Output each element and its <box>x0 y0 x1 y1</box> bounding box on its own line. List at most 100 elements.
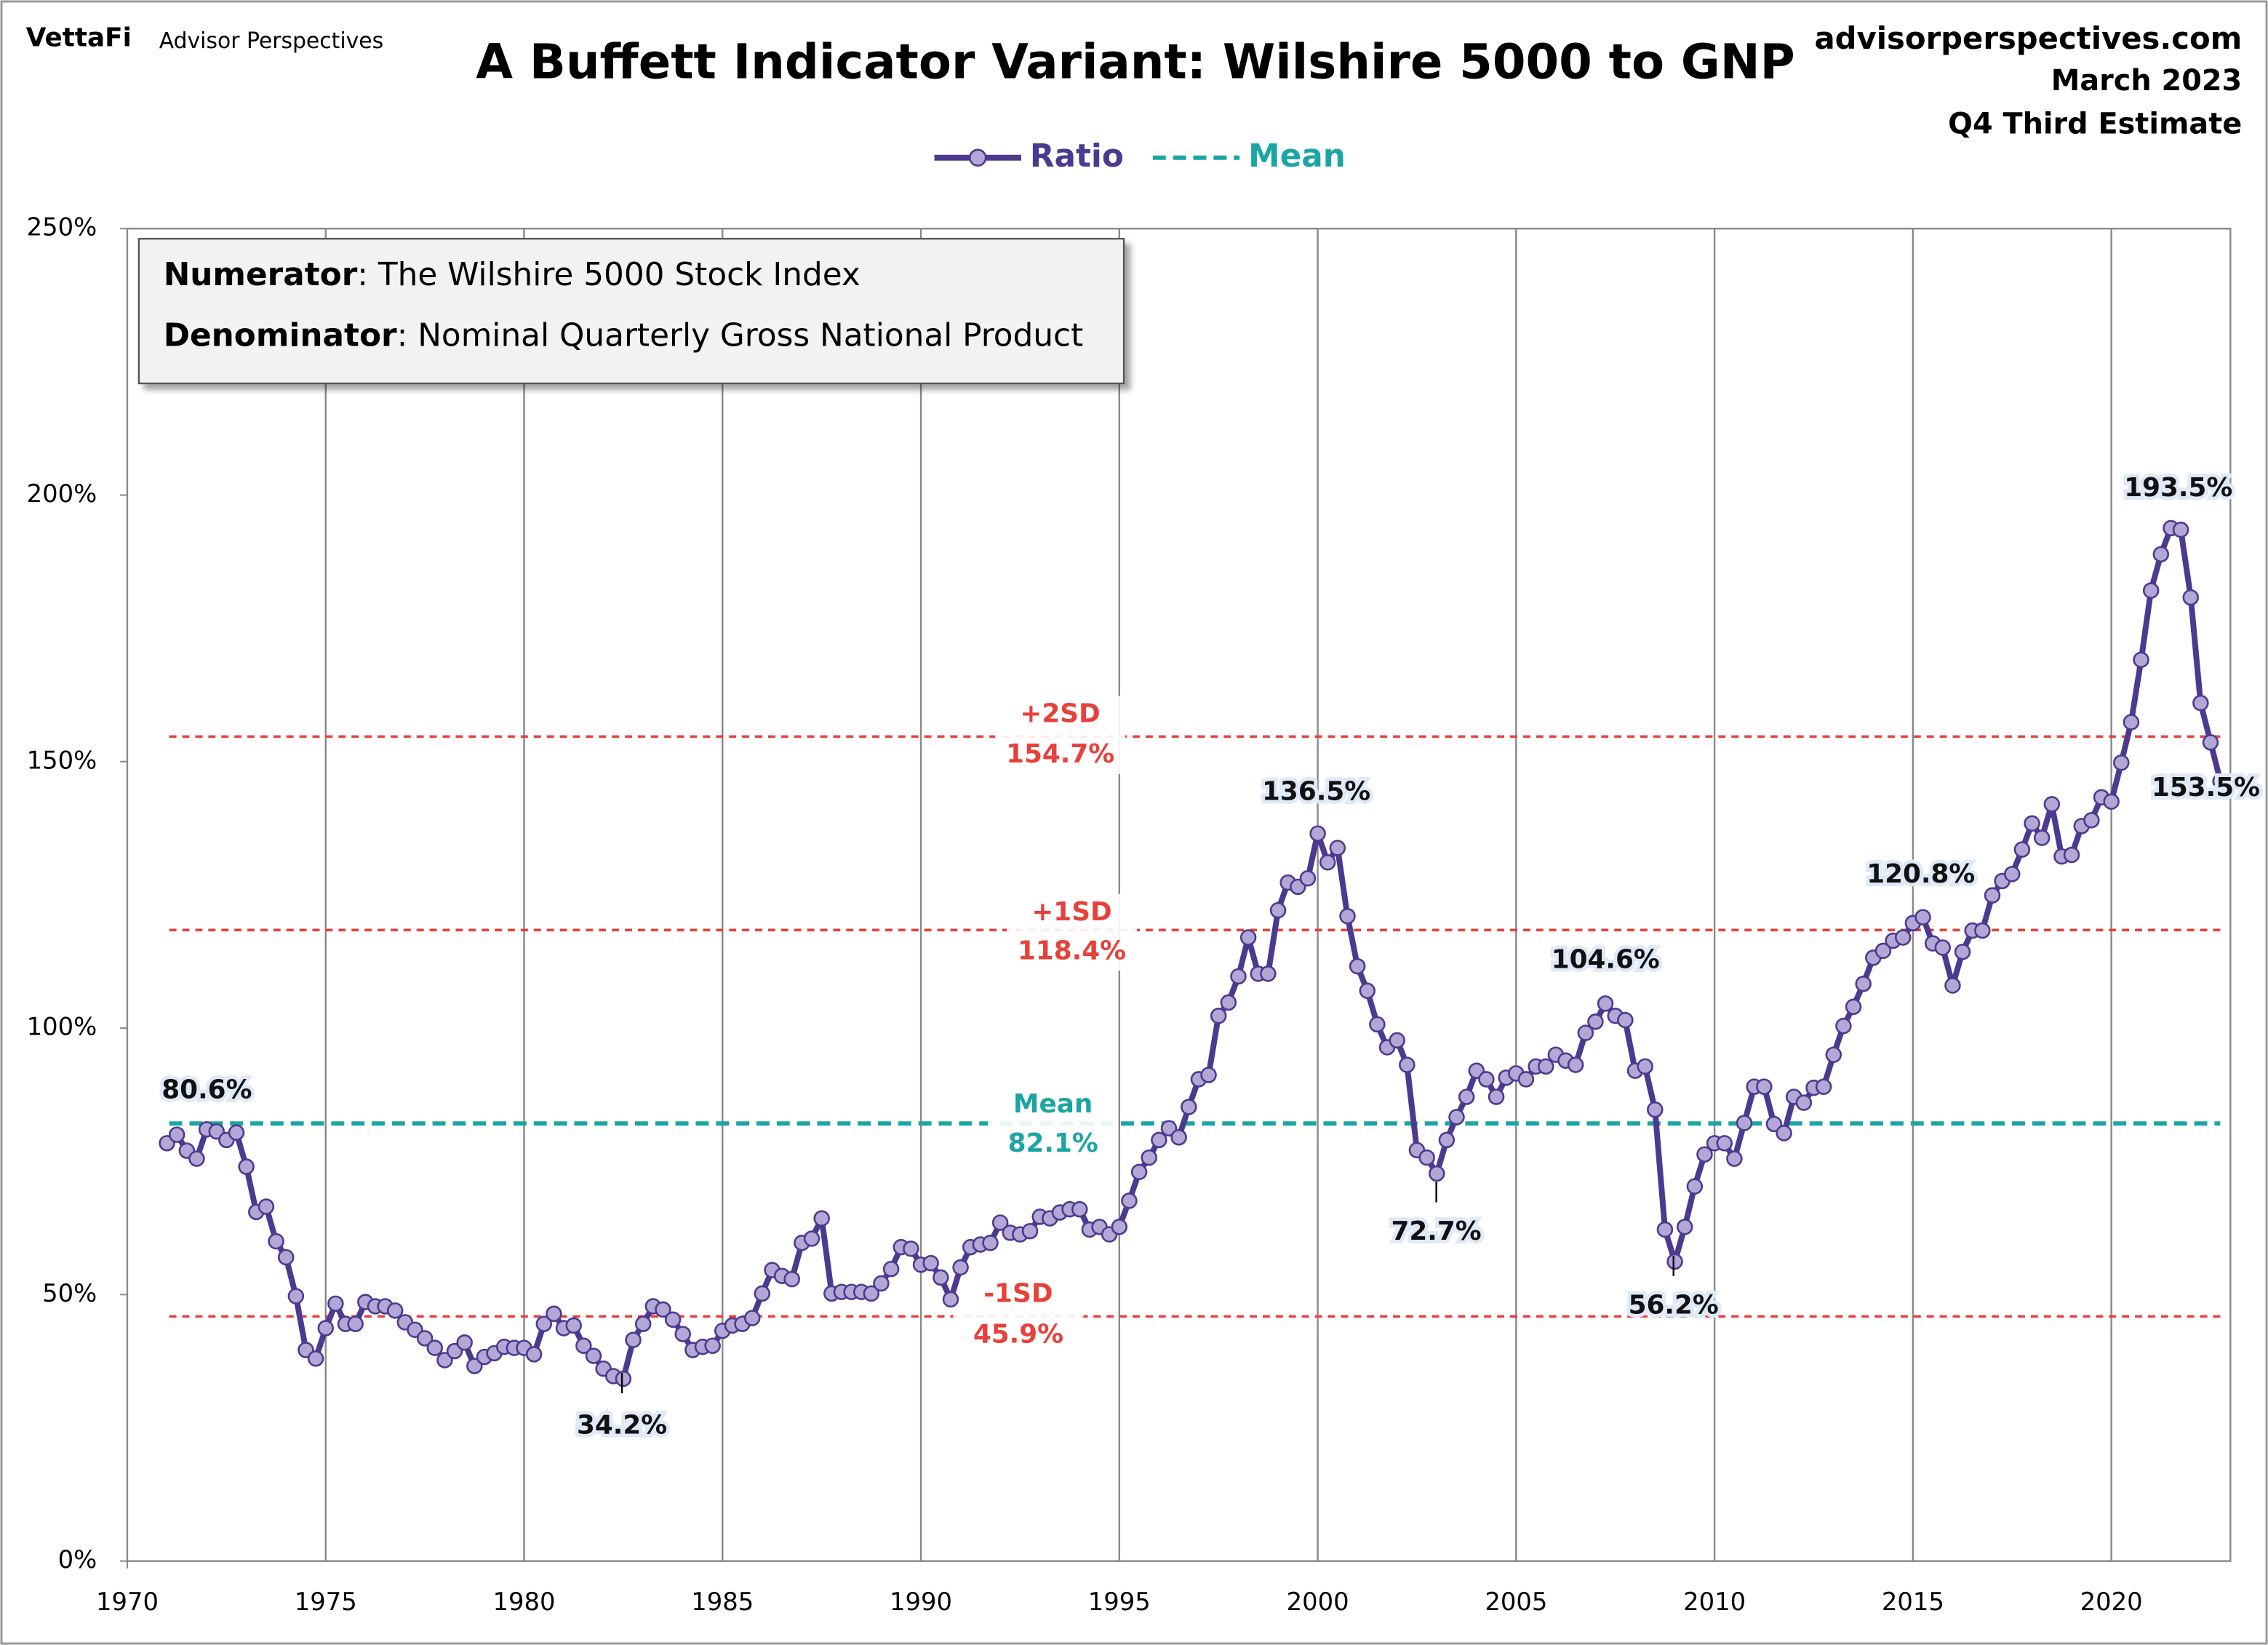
ratio-point <box>1795 1094 1813 1111</box>
x-tick-label: 1975 <box>295 1588 357 1616</box>
ratio-point <box>922 1254 939 1272</box>
ratio-point <box>1369 1016 1386 1033</box>
ratio-point <box>1538 1058 1554 1075</box>
ratio-point <box>426 1339 444 1356</box>
ratio-point <box>1676 1219 1693 1235</box>
ratio-point <box>1776 1125 1792 1142</box>
ratio-point <box>1160 1120 1178 1137</box>
ratio-point <box>1389 1032 1405 1049</box>
ratio-point <box>704 1337 721 1354</box>
ratio-point <box>2152 546 2170 563</box>
ratio-point <box>2063 846 2080 864</box>
ratio-point <box>1399 1056 1415 1073</box>
note-text: : Nominal Quarterly Gross National Produ… <box>397 316 1084 354</box>
ratio-point <box>2202 734 2219 751</box>
ref-label: 82.1% <box>1008 1128 1098 1158</box>
brand-sub: Advisor Perspectives <box>159 28 383 54</box>
ratio-point <box>1637 1058 1653 1075</box>
ratio-point <box>317 1320 334 1337</box>
note-text: : The Wilshire 5000 Stock Index <box>357 256 861 293</box>
x-tick-label: 2005 <box>1485 1588 1547 1616</box>
ratio-point <box>307 1350 324 1367</box>
ratio-point <box>634 1315 652 1332</box>
ratio-point <box>2192 694 2209 712</box>
ratio-point <box>386 1302 404 1319</box>
ratio-point <box>1438 1131 1456 1149</box>
brand: VettaFi <box>26 23 132 53</box>
ratio-point <box>882 1260 900 1278</box>
ratio-point <box>1220 994 1237 1011</box>
date: March 2023 <box>2051 64 2242 97</box>
ratio-point <box>1071 1200 1088 1218</box>
ratio-point <box>268 1232 284 1250</box>
ratio-point <box>1418 1149 1435 1166</box>
ratio-point <box>1130 1163 1148 1181</box>
ratio-point <box>942 1291 959 1308</box>
ratio-point <box>615 1370 632 1387</box>
ratio-point <box>1141 1149 1157 1166</box>
ratio-point <box>1260 965 1277 982</box>
label-bg <box>988 1086 1119 1163</box>
ratio-point <box>2182 589 2199 606</box>
ratio-point <box>1319 854 1336 871</box>
ratio-point <box>585 1347 602 1364</box>
annotation: 34.2% <box>577 1411 667 1441</box>
ratio-point <box>1765 1115 1783 1133</box>
ratio-point <box>287 1288 305 1305</box>
ratio-point <box>535 1315 553 1332</box>
ratio-point <box>1567 1056 1584 1073</box>
ratio-point <box>228 1124 245 1141</box>
ref-name: Mean <box>1013 1089 1093 1119</box>
ratio-point <box>1686 1178 1704 1195</box>
ratio-point <box>803 1230 820 1247</box>
x-tick-label: 1980 <box>493 1588 556 1616</box>
ratio-point <box>456 1334 473 1351</box>
ratio-point <box>1239 929 1257 946</box>
ratio-point <box>655 1301 671 1318</box>
y-tick-label: 200% <box>27 479 97 508</box>
ratio-point <box>1230 968 1247 985</box>
ratio-point <box>2113 754 2130 771</box>
label-bg <box>1007 893 1137 971</box>
ratio-point <box>1756 1078 1773 1095</box>
ratio-point <box>2123 714 2140 730</box>
ratio-point <box>525 1346 543 1363</box>
ratio-point <box>188 1150 205 1167</box>
ratio-point <box>982 1235 999 1251</box>
annotation: 153.5% <box>2152 773 2260 802</box>
y-tick-label: 100% <box>27 1013 97 1041</box>
annotation: 104.6% <box>1552 944 1660 974</box>
x-tick-label: 1990 <box>890 1588 952 1616</box>
ratio-point <box>1349 957 1366 975</box>
ratio-point <box>743 1310 761 1326</box>
ratio-point <box>1299 869 1317 887</box>
note-label: Numerator <box>164 256 358 293</box>
x-tick-label: 2010 <box>1683 1588 1746 1616</box>
ratio-point <box>1656 1221 1674 1238</box>
ratio-point <box>1716 1135 1733 1152</box>
ratio-point <box>1944 977 1961 994</box>
x-tick-label: 1985 <box>691 1588 754 1616</box>
ratio-point <box>1984 887 2001 904</box>
y-tick-label: 0% <box>58 1545 97 1574</box>
ratio-point <box>1954 944 1971 960</box>
annotation: 136.5% <box>1262 777 1370 807</box>
ratio-point <box>1488 1088 1505 1105</box>
ratio-point <box>1577 1024 1594 1041</box>
ratio-point <box>1200 1067 1217 1083</box>
x-tick-label: 2000 <box>1287 1588 1349 1616</box>
ref-name: +1SD <box>1031 897 1111 927</box>
ratio-point <box>1617 1011 1634 1029</box>
ratio-point <box>575 1337 592 1354</box>
ratio-point <box>1339 907 1356 925</box>
ratio-point <box>933 1269 949 1286</box>
x-tick-label: 1995 <box>1088 1588 1151 1616</box>
ratio-point <box>1587 1013 1604 1030</box>
ratio-point <box>2142 582 2160 599</box>
ratio-point <box>2103 793 2120 810</box>
label-bg <box>995 696 1126 774</box>
ratio-point <box>2083 812 2100 829</box>
ref-name: +2SD <box>1020 698 1100 728</box>
chart-title: A Buffett Indicator Variant: Wilshire 50… <box>476 35 1795 90</box>
